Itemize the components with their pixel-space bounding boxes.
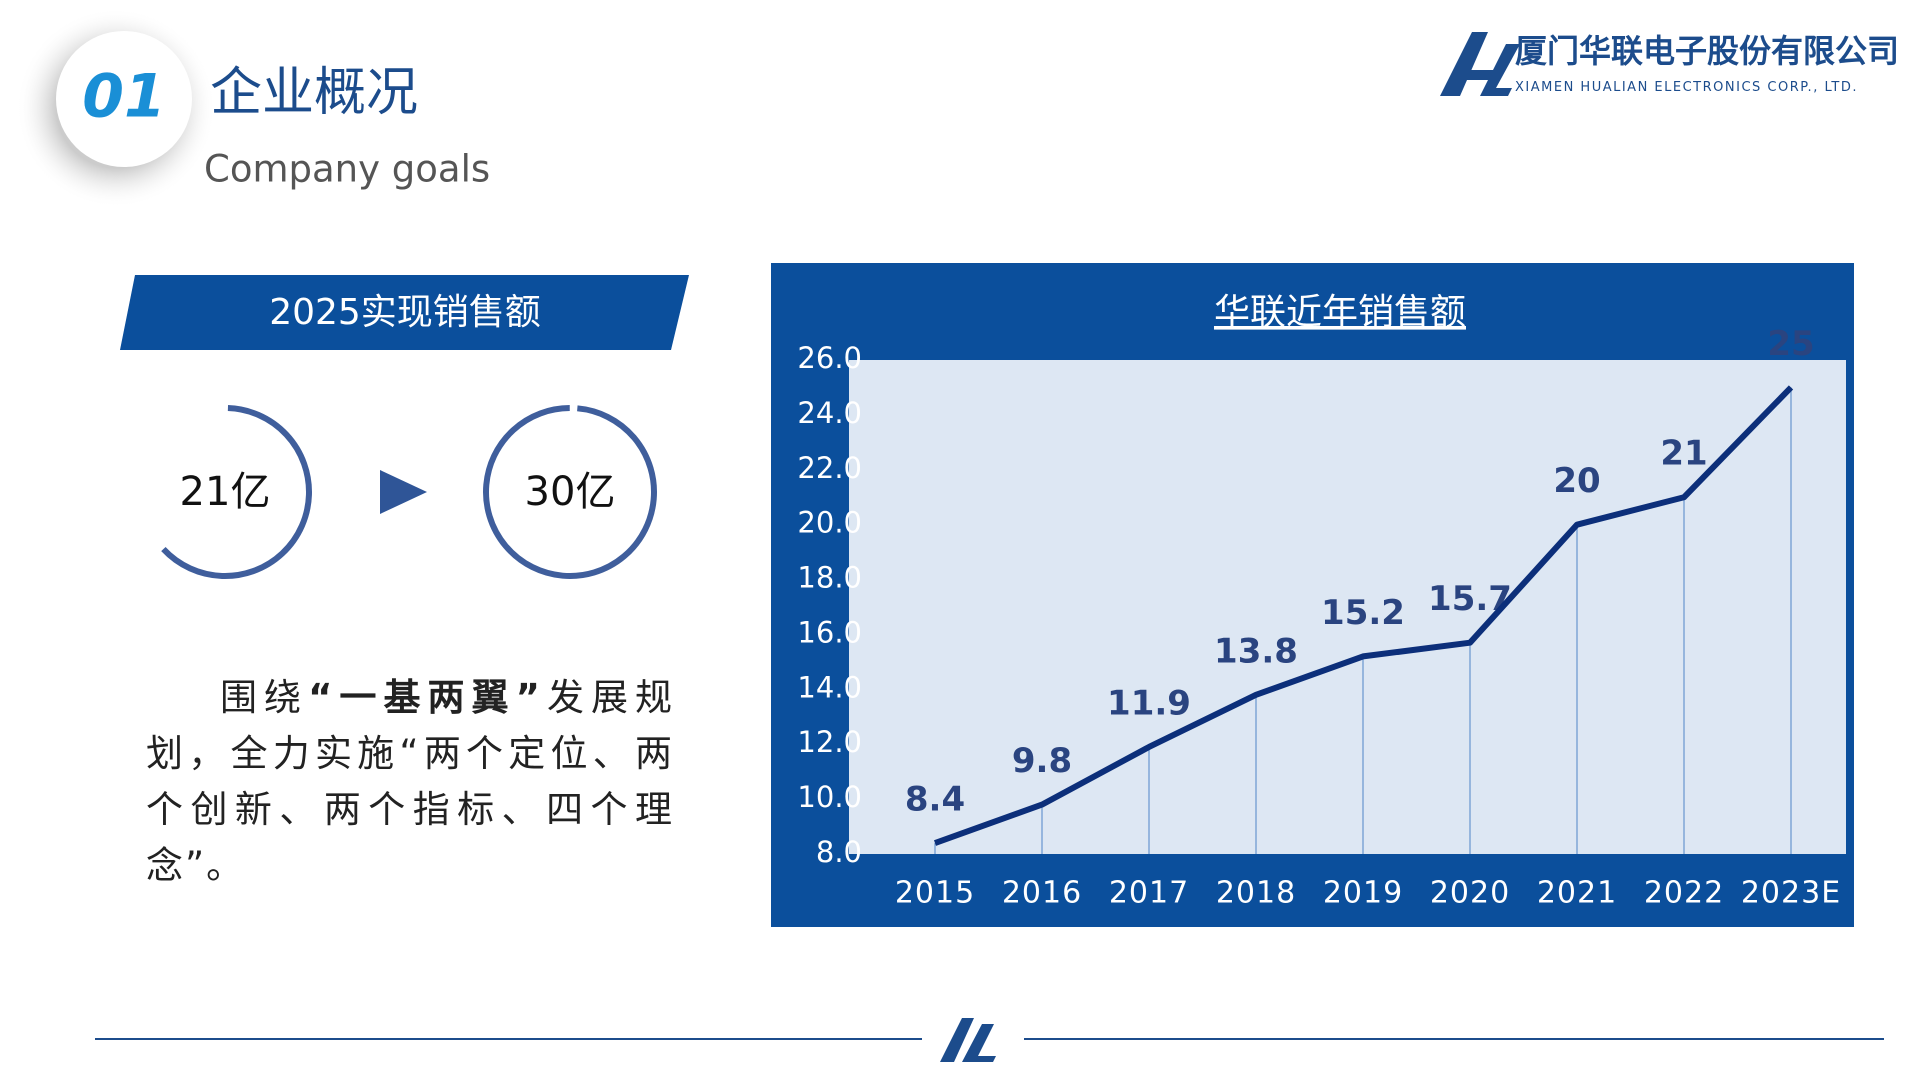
- y-tick-label: 10.0: [797, 780, 862, 814]
- logo: 厦门华联电子股份有限公司 XIAMEN HUALIAN ELECTRONICS …: [1440, 32, 1899, 96]
- data-label: 11.9: [1107, 683, 1191, 723]
- x-tick-label: 2015: [895, 876, 975, 911]
- logo-mark: [962, 1024, 996, 1062]
- chart-title: 华联近年销售额: [1214, 292, 1466, 333]
- x-tick-label: 2017: [1109, 876, 1189, 911]
- data-label: 15.2: [1321, 593, 1405, 633]
- data-label: 9.8: [1012, 741, 1072, 781]
- y-tick-label: 26.0: [797, 341, 862, 375]
- text: 发展规划，全力实施“两个定位、两个创新、两个指标、四个理念”。: [146, 676, 675, 887]
- logo-mark: [1440, 32, 1488, 96]
- y-tick-label: 16.0: [797, 615, 862, 649]
- text: 围绕: [220, 676, 309, 719]
- x-tick-label: 2021: [1537, 876, 1617, 911]
- x-tick-label: 2023E: [1741, 876, 1841, 911]
- arrow: [380, 470, 427, 514]
- logo-mark: [940, 1018, 974, 1062]
- x-tick-label: 2019: [1323, 876, 1403, 911]
- footer-logo: [940, 1018, 996, 1062]
- y-tick-label: 24.0: [797, 396, 862, 430]
- y-tick-label: 18.0: [797, 561, 862, 595]
- data-label: 13.8: [1214, 631, 1298, 671]
- logo-name-en: XIAMEN HUALIAN ELECTRONICS CORP., LTD.: [1515, 80, 1858, 95]
- section-title: 企业概况: [210, 63, 418, 123]
- x-tick-label: 2020: [1430, 876, 1510, 911]
- data-label: 25: [1767, 324, 1814, 364]
- section-subtitle: Company goals: [204, 148, 490, 191]
- data-label: 8.4: [905, 780, 965, 820]
- y-tick-label: 14.0: [797, 670, 862, 704]
- x-tick-label: 2018: [1216, 876, 1296, 911]
- emphasis: “一基两翼”: [308, 676, 542, 719]
- target-sales: 30亿: [525, 469, 616, 515]
- y-tick-label: 20.0: [797, 506, 862, 540]
- plot-area: [849, 360, 1846, 854]
- banner: [120, 275, 689, 350]
- current-sales: 21亿: [180, 469, 271, 515]
- data-label: 20: [1553, 461, 1600, 501]
- banner-title: 2025实现销售额: [269, 292, 541, 333]
- progress-ring: [138, 405, 312, 580]
- target-ring: [483, 405, 657, 579]
- logo-name: 厦门华联电子股份有限公司: [1515, 32, 1899, 70]
- line: [933, 385, 1794, 846]
- logo-mark: [1480, 44, 1520, 96]
- description: 围绕“一基两翼”发展规划，全力实施“两个定位、两个创新、两个指标、四个理念”。: [146, 670, 674, 894]
- y-tick-label: 22.0: [797, 451, 862, 485]
- data-label: 21: [1660, 434, 1707, 474]
- section-number: 01: [82, 62, 166, 132]
- y-tick-label: 8.0: [816, 835, 862, 869]
- x-tick-label: 2016: [1002, 876, 1082, 911]
- y-tick-label: 12.0: [797, 725, 862, 759]
- badge: [56, 31, 192, 167]
- x-tick-label: 2022: [1644, 876, 1724, 911]
